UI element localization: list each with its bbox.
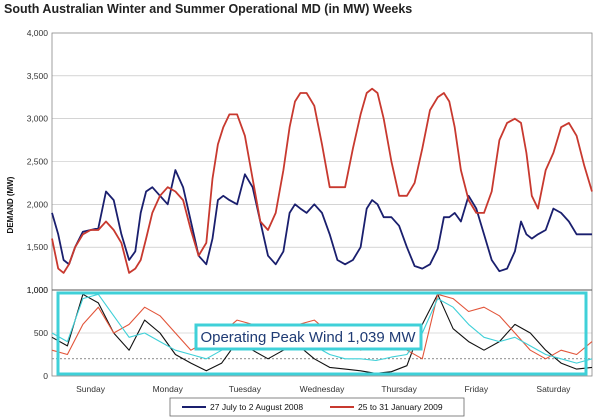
demand-series <box>51 87 593 274</box>
y-tick-label: 1,500 <box>27 242 49 252</box>
wind-annotation-box <box>194 323 423 351</box>
y-tick-label: 2,500 <box>27 157 49 167</box>
series-line-0 <box>51 169 592 273</box>
series-line-0 <box>51 293 593 374</box>
plot-frame <box>51 32 593 377</box>
y-tick-label: 3,500 <box>27 71 49 81</box>
wind-highlight-frame <box>56 291 588 376</box>
series-line-1 <box>51 87 593 274</box>
x-tick-label: Wednesday <box>300 384 345 394</box>
legend-label-summer: 25 to 31 January 2009 <box>358 402 443 412</box>
top-gridlines <box>52 75 592 248</box>
y-tick-label: 1,000 <box>27 285 49 295</box>
x-tick-label: Saturday <box>536 384 571 394</box>
legend <box>169 397 465 417</box>
legend-label-winter: 27 July to 2 August 2008 <box>210 402 303 412</box>
bottom-y-ticks: 1,000 500 0 <box>27 285 49 381</box>
x-axis-ticks: Sunday Monday Tuesday Wednesday Thursday Frid… <box>76 384 571 394</box>
y-tick-label: 500 <box>34 328 48 338</box>
y-tick-label: 2,000 <box>27 199 49 209</box>
y-tick-label: 1,000 <box>27 285 49 295</box>
y-tick-label: 3,000 <box>27 114 49 124</box>
x-tick-label: Sunday <box>76 384 106 394</box>
x-tick-label: Monday <box>153 384 184 394</box>
y-tick-label: 0 <box>43 371 48 381</box>
chart-title: South Australian Winter and Summer Opera… <box>4 2 413 16</box>
top-y-ticks: 4,000 3,500 3,000 2,500 2,000 1,500 1,000 <box>27 28 49 295</box>
y-tick-label: 4,000 <box>27 28 49 38</box>
x-tick-label: Friday <box>464 384 488 394</box>
x-tick-label: Thursday <box>381 384 417 394</box>
wind-annotation: Operating Peak Wind 1,039 MW <box>200 329 416 346</box>
y-axis-label: DEMAND (MW) <box>6 176 15 233</box>
x-tick-label: Tuesday <box>229 384 262 394</box>
